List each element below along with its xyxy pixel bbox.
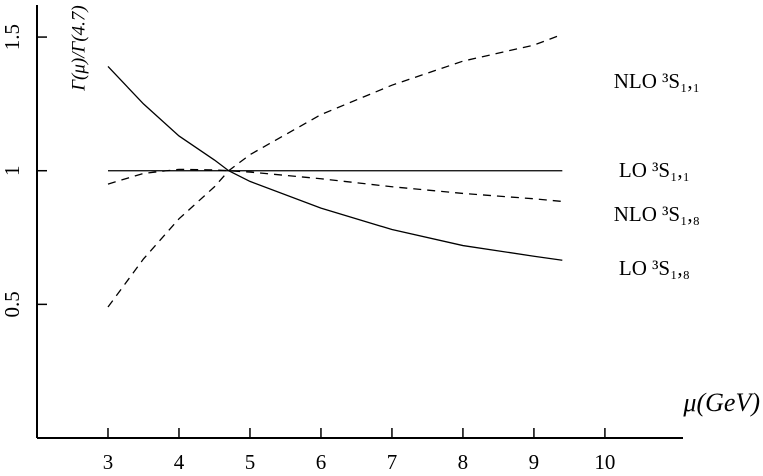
y-tick-label: 0.5 bbox=[0, 291, 24, 317]
series-line bbox=[107, 33, 563, 308]
x-axis-label: μ(GeV) bbox=[682, 388, 760, 417]
series-line bbox=[107, 168, 563, 203]
x-tick-label: 6 bbox=[316, 450, 327, 474]
x-tick-label: 10 bbox=[594, 450, 615, 474]
y-axis-label: Γ(μ)/Γ(4.7) bbox=[68, 5, 89, 92]
x-tick-label: 9 bbox=[529, 450, 540, 474]
y-tick-label: 1.5 bbox=[0, 24, 24, 50]
y-tick-label: 1 bbox=[0, 165, 24, 176]
x-tick-label: 8 bbox=[458, 450, 469, 474]
x-tick-label: 4 bbox=[174, 450, 185, 474]
x-tick-label: 3 bbox=[103, 450, 114, 474]
series-line bbox=[107, 66, 563, 261]
series-label: LO ³S₁,₈ bbox=[619, 256, 690, 280]
series-label: NLO ³S₁,₈ bbox=[614, 202, 700, 226]
series-label: NLO ³S₁,₁ bbox=[614, 69, 700, 93]
series-label: LO ³S₁,₁ bbox=[619, 158, 690, 182]
x-tick-label: 7 bbox=[387, 450, 398, 474]
x-tick-label: 5 bbox=[245, 450, 256, 474]
